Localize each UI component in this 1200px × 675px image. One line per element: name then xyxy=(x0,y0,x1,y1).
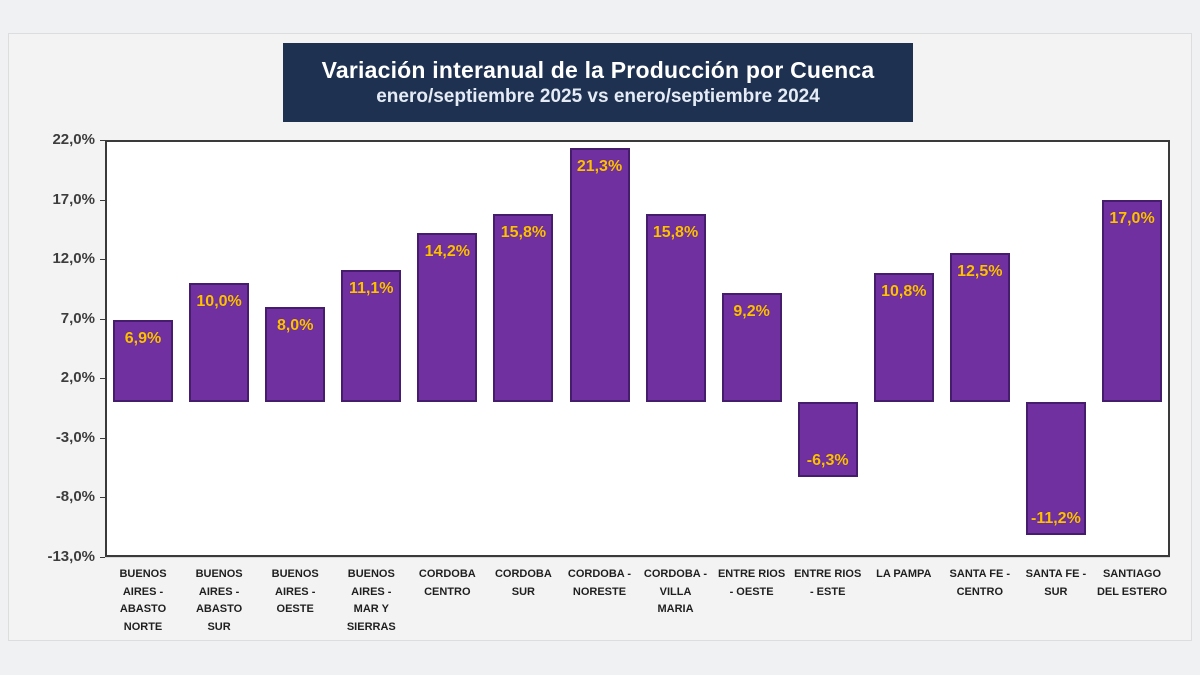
x-category-label: BUENOS AIRES - ABASTO NORTE xyxy=(119,568,167,633)
y-axis-tick-label: 7,0% xyxy=(60,309,95,327)
bar-value-label: 8,0% xyxy=(276,316,314,334)
chart-title: Variación interanual de la Producción po… xyxy=(321,57,875,84)
bar-value-label: 15,8% xyxy=(652,223,699,241)
y-axis-tick xyxy=(100,318,105,320)
y-axis-tick-label: -3,0% xyxy=(55,428,95,446)
x-category-label: BUENOS AIRES - MAR Y SIERRAS xyxy=(346,568,396,633)
bar-value-label: -11,2% xyxy=(1030,510,1081,528)
y-axis-tick xyxy=(100,199,105,201)
x-category-label: CORDOBA CENTRO xyxy=(418,568,476,598)
y-axis-tick xyxy=(100,437,105,439)
x-category-label: ENTRE RIOS - OESTE xyxy=(717,568,786,598)
chart-subtitle: enero/septiembre 2025 vs enero/septiembr… xyxy=(376,86,820,107)
bar: -11,2% xyxy=(1025,402,1086,536)
bar-value-label: 15,8% xyxy=(500,223,547,241)
bar-value-label: 9,2% xyxy=(733,302,770,320)
x-category-label: BUENOS AIRES - OESTE xyxy=(271,568,319,616)
bar: 11,1% xyxy=(341,269,402,403)
y-axis-tick-label: -8,0% xyxy=(55,488,95,506)
bar-value-label: 11,1% xyxy=(349,279,394,297)
bar: 15,8% xyxy=(645,213,706,403)
bar: 10,8% xyxy=(873,273,934,403)
bar: 6,9% xyxy=(113,319,173,403)
y-axis-tick-label: 2,0% xyxy=(60,369,95,387)
x-category-label: ENTRE RIOS - ESTE xyxy=(794,568,862,598)
y-axis-tick xyxy=(100,378,105,380)
bar-value-label: 21,3% xyxy=(576,158,623,176)
x-category-label: SANTA FE - CENTRO xyxy=(949,568,1011,598)
bar-value-label: 10,0% xyxy=(196,293,242,310)
x-category-label: CORDOBA - VILLA MARIA xyxy=(643,568,708,616)
bar: 8,0% xyxy=(265,306,326,403)
y-axis-tick-label: -13,0% xyxy=(47,548,95,565)
bar: -6,3% xyxy=(797,402,858,478)
bar: 10,0% xyxy=(189,283,250,403)
x-category-label: LA PAMPA xyxy=(876,568,932,580)
y-axis-tick xyxy=(100,140,105,141)
bar: 17,0% xyxy=(1102,199,1162,403)
y-axis-tick-label: 22,0% xyxy=(52,131,95,148)
x-category-label: SANTA FE - SUR xyxy=(1025,568,1087,598)
y-axis-tick-label: 12,0% xyxy=(52,250,95,268)
y-axis-tick xyxy=(100,557,105,558)
bar-value-label: 6,9% xyxy=(124,329,162,347)
y-axis-tick xyxy=(100,497,105,499)
x-category-label: BUENOS AIRES - ABASTO SUR xyxy=(195,568,243,633)
x-category-label: CORDOBA SUR xyxy=(494,568,552,598)
bar: 15,8% xyxy=(493,213,554,403)
x-category-label: CORDOBA - NORESTE xyxy=(567,568,632,598)
bar: 21,3% xyxy=(569,148,630,403)
bar-value-label: 10,8% xyxy=(881,283,927,301)
bar-value-label: -6,3% xyxy=(806,452,849,470)
y-axis-tick xyxy=(100,259,105,261)
bar-value-label: 17,0% xyxy=(1109,209,1155,227)
y-axis-tick-label: 17,0% xyxy=(52,190,95,208)
bar-value-label: 12,5% xyxy=(957,263,1003,281)
bar-value-label: 14,2% xyxy=(424,242,470,260)
gridline-horizontal xyxy=(105,557,1170,558)
chart-title-box: Variación interanual de la Producción po… xyxy=(283,43,913,122)
x-category-label: SANTIAGO DEL ESTERO xyxy=(1096,568,1168,598)
bar: 14,2% xyxy=(417,232,478,403)
bar: 9,2% xyxy=(721,292,782,403)
bar: 12,5% xyxy=(949,253,1010,403)
